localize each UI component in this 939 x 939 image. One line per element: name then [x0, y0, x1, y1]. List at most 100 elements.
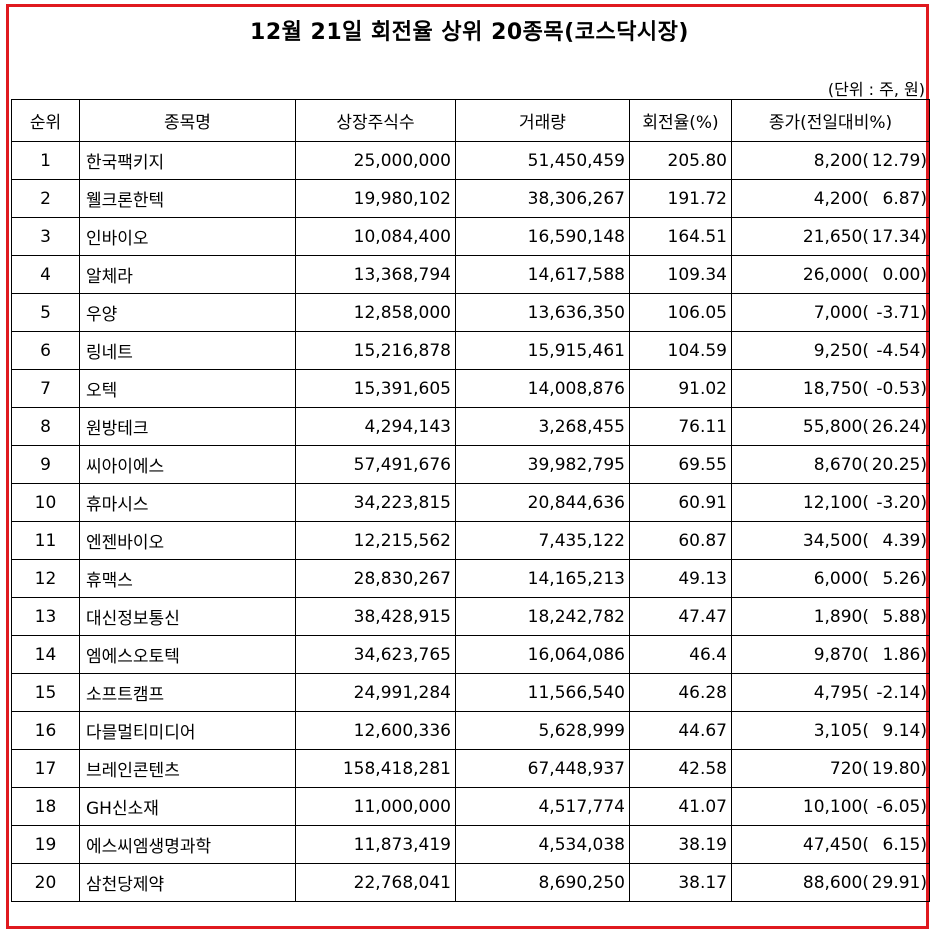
- rank-cell: 20: [11, 863, 80, 902]
- change-pct: 6.87): [882, 188, 927, 209]
- close-cell: 34,500(4.39): [731, 521, 930, 560]
- change-pct: 9.14): [882, 720, 927, 741]
- close-cell: 8,200(12.79): [731, 141, 930, 180]
- table-row: 12 휴맥스 28,830,267 14,165,213 49.13 6,000…: [11, 559, 930, 598]
- shares-cell: 13,368,794: [295, 255, 456, 294]
- header-volume: 거래량: [455, 99, 630, 142]
- turnover-table: 순위 종목명 상장주식수 거래량 회전율(%) 종가(전일대비%) 1 한국팩키…: [11, 99, 930, 902]
- table-row: 9 씨아이에스 57,491,676 39,982,795 69.55 8,67…: [11, 445, 930, 484]
- close-cell: 7,000(-3.71): [731, 293, 930, 332]
- volume-cell: 16,064,086: [455, 635, 630, 674]
- name-cell: 엔젠바이오: [79, 521, 296, 560]
- turnover-cell: 46.28: [629, 673, 732, 712]
- header-close: 종가(전일대비%): [731, 99, 930, 142]
- close-cell: 8,670(20.25): [731, 445, 930, 484]
- volume-cell: 4,517,774: [455, 787, 630, 826]
- header-rank: 순위: [11, 99, 80, 142]
- volume-cell: 15,915,461: [455, 331, 630, 370]
- volume-cell: 38,306,267: [455, 179, 630, 218]
- rank-cell: 6: [11, 331, 80, 370]
- turnover-cell: 91.02: [629, 369, 732, 408]
- close-price: 4,795(: [813, 682, 869, 703]
- volume-cell: 3,268,455: [455, 407, 630, 446]
- name-cell: 에스씨엠생명과학: [79, 825, 296, 864]
- close-price: 12,100(: [802, 492, 869, 513]
- shares-cell: 12,858,000: [295, 293, 456, 332]
- rank-cell: 2: [11, 179, 80, 218]
- close-price: 1,890(: [813, 606, 869, 627]
- volume-cell: 18,242,782: [455, 597, 630, 636]
- change-pct: 5.26): [882, 568, 927, 589]
- table-row: 2 웰크론한텍 19,980,102 38,306,267 191.72 4,2…: [11, 179, 930, 218]
- page-title: 12월 21일 회전율 상위 20종목(코스닥시장): [250, 20, 689, 45]
- table-row: 15 소프트캠프 24,991,284 11,566,540 46.28 4,7…: [11, 673, 930, 712]
- close-price: 47,450(: [802, 834, 869, 855]
- change-pct: 17.34): [871, 226, 927, 247]
- name-cell: 인바이오: [79, 217, 296, 256]
- close-price: 21,650(: [802, 226, 869, 247]
- volume-cell: 16,590,148: [455, 217, 630, 256]
- shares-cell: 34,623,765: [295, 635, 456, 674]
- table-row: 14 엠에스오토텍 34,623,765 16,064,086 46.4 9,8…: [11, 635, 930, 674]
- name-cell: 소프트캠프: [79, 673, 296, 712]
- turnover-cell: 38.19: [629, 825, 732, 864]
- header-shares: 상장주식수: [295, 99, 456, 142]
- name-cell: 대신정보통신: [79, 597, 296, 636]
- name-cell: 엠에스오토텍: [79, 635, 296, 674]
- turnover-cell: 104.59: [629, 331, 732, 370]
- close-price: 10,100(: [802, 796, 869, 817]
- close-cell: 4,795(-2.14): [731, 673, 930, 712]
- table-row: 8 원방테크 4,294,143 3,268,455 76.11 55,800(…: [11, 407, 930, 446]
- change-pct: 5.88): [882, 606, 927, 627]
- close-cell: 9,250(-4.54): [731, 331, 930, 370]
- rank-cell: 11: [11, 521, 80, 560]
- close-cell: 55,800(26.24): [731, 407, 930, 446]
- shares-cell: 22,768,041: [295, 863, 456, 902]
- name-cell: 원방테크: [79, 407, 296, 446]
- rank-cell: 13: [11, 597, 80, 636]
- close-price: 9,870(: [813, 644, 869, 665]
- shares-cell: 12,600,336: [295, 711, 456, 750]
- change-pct: 1.86): [882, 644, 927, 665]
- change-pct: -4.54): [876, 340, 927, 361]
- volume-cell: 11,566,540: [455, 673, 630, 712]
- close-price: 88,600(: [802, 872, 869, 893]
- shares-cell: 24,991,284: [295, 673, 456, 712]
- shares-cell: 11,873,419: [295, 825, 456, 864]
- volume-cell: 14,008,876: [455, 369, 630, 408]
- turnover-cell: 106.05: [629, 293, 732, 332]
- header-row: 순위 종목명 상장주식수 거래량 회전율(%) 종가(전일대비%): [11, 99, 930, 142]
- close-cell: 1,890( 5.88): [731, 597, 930, 636]
- name-cell: 휴마시스: [79, 483, 296, 522]
- turnover-cell: 44.67: [629, 711, 732, 750]
- shares-cell: 11,000,000: [295, 787, 456, 826]
- rank-cell: 19: [11, 825, 80, 864]
- volume-cell: 14,617,588: [455, 255, 630, 294]
- turnover-cell: 69.55: [629, 445, 732, 484]
- turnover-cell: 164.51: [629, 217, 732, 256]
- change-pct: 4.39): [882, 530, 927, 551]
- shares-cell: 15,216,878: [295, 331, 456, 370]
- change-pct: 20.25): [871, 454, 927, 475]
- close-cell: 10,100(-6.05): [731, 787, 930, 826]
- table-row: 20 삼천당제약 22,768,041 8,690,250 38.17 88,6…: [11, 863, 930, 902]
- shares-cell: 4,294,143: [295, 407, 456, 446]
- close-cell: 21,650(17.34): [731, 217, 930, 256]
- close-price: 7,000(: [813, 302, 869, 323]
- table-row: 13 대신정보통신 38,428,915 18,242,782 47.47 1,…: [11, 597, 930, 636]
- change-pct: 0.00): [882, 264, 927, 285]
- rank-cell: 5: [11, 293, 80, 332]
- volume-cell: 39,982,795: [455, 445, 630, 484]
- rank-cell: 7: [11, 369, 80, 408]
- rank-cell: 1: [11, 141, 80, 180]
- table-body: 1 한국팩키지 25,000,000 51,450,459 205.80 8,2…: [11, 141, 930, 902]
- shares-cell: 28,830,267: [295, 559, 456, 598]
- volume-cell: 13,636,350: [455, 293, 630, 332]
- close-price: 18,750(: [802, 378, 869, 399]
- name-cell: 씨아이에스: [79, 445, 296, 484]
- name-cell: 웰크론한텍: [79, 179, 296, 218]
- close-cell: 47,450(6.15): [731, 825, 930, 864]
- header-turnover: 회전율(%): [629, 99, 732, 142]
- shares-cell: 57,491,676: [295, 445, 456, 484]
- close-price: 720(: [829, 758, 869, 779]
